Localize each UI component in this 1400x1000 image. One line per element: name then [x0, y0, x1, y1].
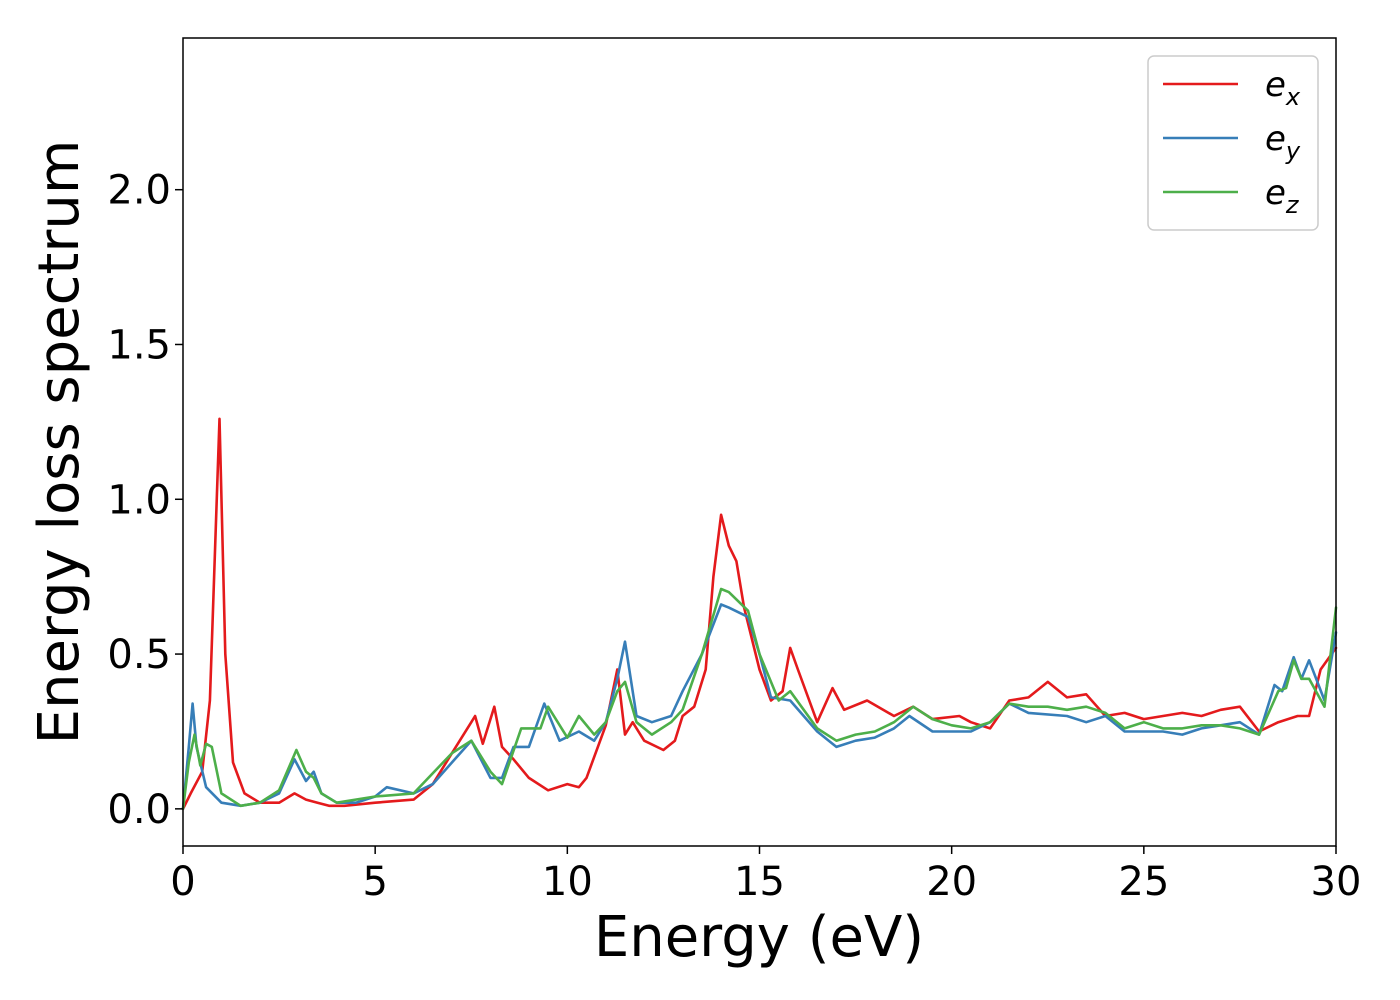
plot-background	[183, 38, 1336, 846]
y-tick-label: 2.0	[107, 168, 171, 214]
y-tick-label: 0.0	[107, 787, 171, 833]
x-tick-label: 25	[1118, 859, 1169, 905]
x-tick-label: 30	[1311, 859, 1362, 905]
legend-box	[1147, 55, 1319, 231]
x-tick-label: 10	[542, 859, 593, 905]
x-tick-label: 5	[362, 859, 387, 905]
x-tick-label: 0	[170, 859, 195, 905]
series-line-e_z	[181, 587, 1338, 811]
x-axis-label: Energy (eV)	[594, 905, 924, 970]
x-tick-label: 15	[734, 859, 785, 905]
y-tick-label: 0.5	[107, 632, 171, 678]
y-axis: 0.0 0.5 1.0 1.5 2.0	[107, 168, 183, 833]
series-group	[181, 417, 1338, 811]
y-tick-label: 1.0	[107, 477, 171, 523]
x-axis: 0 5 10 15 20 25 30	[170, 846, 1361, 905]
x-tick-label: 20	[926, 859, 977, 905]
y-tick-label: 1.5	[107, 322, 171, 368]
y-axis-label: Energy loss spectrum	[27, 140, 92, 745]
